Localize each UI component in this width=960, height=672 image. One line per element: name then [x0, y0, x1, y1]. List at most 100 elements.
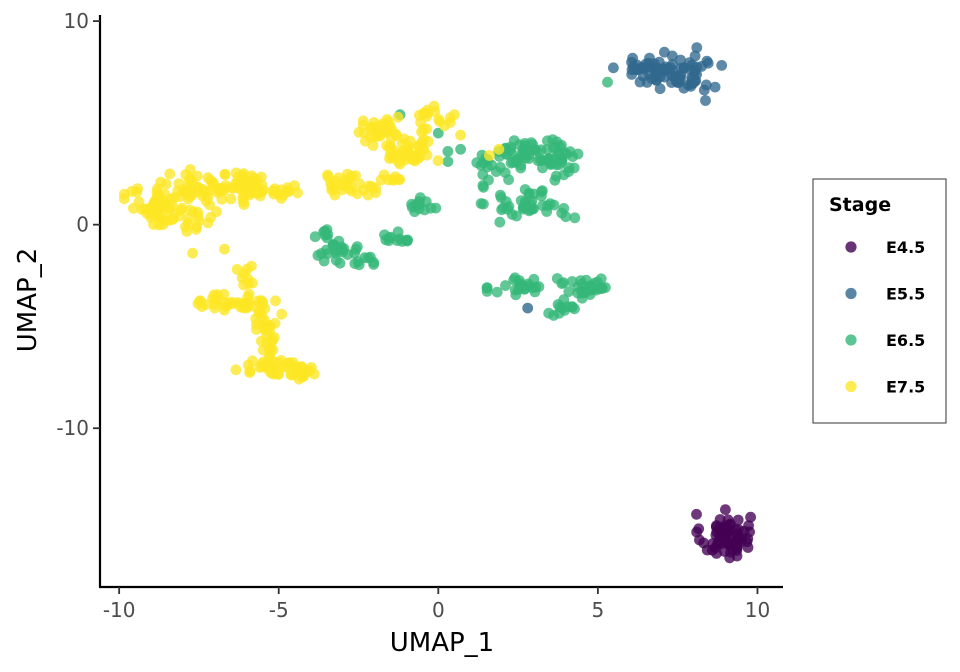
data-point: [742, 542, 754, 553]
data-point: [390, 128, 402, 140]
data-point: [219, 168, 231, 180]
data-point: [520, 144, 532, 156]
x-ticks: -10 -5 0 5 10: [103, 587, 770, 622]
points-layer: [118, 42, 756, 564]
series-E4.5: [691, 504, 756, 564]
data-point: [118, 193, 130, 205]
data-point: [192, 298, 204, 309]
series-E7.5: [118, 100, 505, 385]
y-tick-label: 0: [76, 213, 89, 237]
data-point: [500, 280, 511, 291]
data-point: [602, 76, 613, 88]
data-point: [691, 526, 703, 538]
data-point: [537, 162, 548, 174]
data-point: [404, 135, 416, 147]
data-point: [382, 126, 393, 138]
data-point: [402, 146, 414, 158]
data-point: [493, 143, 505, 155]
data-point: [205, 212, 217, 223]
data-point: [270, 295, 281, 307]
data-point: [644, 52, 655, 64]
data-point: [666, 50, 678, 62]
data-point: [325, 177, 337, 189]
x-axis-title: UMAP_1: [390, 628, 494, 658]
data-point: [666, 70, 678, 81]
series-E6.5: [309, 76, 613, 321]
data-point: [152, 190, 164, 202]
data-point: [173, 178, 185, 190]
data-point: [510, 289, 522, 301]
y-ticks: 10 0 -10: [56, 9, 100, 440]
data-point: [242, 359, 254, 371]
data-point: [279, 361, 291, 372]
data-point: [202, 172, 214, 184]
data-point: [244, 187, 255, 199]
data-point: [507, 156, 519, 168]
data-point: [385, 231, 397, 243]
data-point: [246, 260, 257, 272]
data-point: [132, 183, 144, 195]
data-point: [322, 248, 334, 259]
data-point: [557, 302, 568, 314]
data-point: [388, 149, 400, 160]
legend-title: Stage: [829, 194, 891, 216]
data-point: [563, 286, 575, 297]
legend-items: E4.5 E5.5 E6.5 E7.5: [845, 238, 925, 397]
data-point: [421, 123, 433, 135]
data-point: [569, 212, 581, 224]
data-point: [283, 186, 295, 197]
data-point: [212, 293, 223, 304]
data-point: [265, 344, 277, 355]
data-point: [204, 199, 216, 211]
data-point: [471, 157, 483, 169]
data-point: [654, 83, 666, 95]
legend-key: [845, 334, 857, 346]
data-point: [255, 171, 267, 183]
data-point: [477, 169, 489, 180]
data-point: [288, 369, 300, 380]
data-point: [720, 504, 731, 515]
data-point: [273, 369, 284, 380]
data-point: [263, 320, 275, 332]
data-point: [742, 533, 754, 545]
data-point: [515, 195, 527, 207]
data-point: [552, 147, 564, 159]
data-point: [333, 172, 345, 184]
data-point: [505, 141, 516, 153]
legend-item-E5.5: E5.5: [845, 285, 925, 304]
data-point: [711, 526, 723, 538]
data-point: [225, 193, 237, 205]
data-point: [478, 198, 489, 210]
data-point: [226, 182, 237, 194]
data-point: [523, 153, 535, 164]
data-point: [261, 361, 272, 373]
data-point: [494, 216, 506, 228]
data-point: [572, 148, 584, 160]
data-point: [375, 174, 387, 186]
data-point: [155, 176, 167, 188]
data-point: [219, 243, 230, 255]
data-point: [312, 250, 324, 261]
data-point: [187, 247, 199, 259]
x-tick-label: -5: [269, 598, 289, 622]
data-point: [442, 146, 454, 157]
data-point: [730, 537, 742, 549]
data-point: [563, 162, 575, 174]
data-point: [528, 188, 539, 200]
x-tick-label: 10: [745, 598, 770, 622]
data-point: [503, 174, 514, 186]
legend-item-E4.5: E4.5: [845, 238, 925, 257]
data-point: [230, 364, 242, 376]
series-E5.5: [522, 42, 728, 314]
y-axis-title: UMAP_2: [13, 248, 43, 352]
data-point: [522, 302, 534, 314]
legend-box: [812, 178, 947, 424]
data-point: [627, 60, 639, 72]
data-point: [419, 204, 430, 216]
data-point: [247, 277, 258, 289]
data-point: [409, 155, 421, 167]
data-point: [267, 334, 279, 346]
data-point: [230, 167, 242, 179]
data-point: [519, 283, 530, 295]
